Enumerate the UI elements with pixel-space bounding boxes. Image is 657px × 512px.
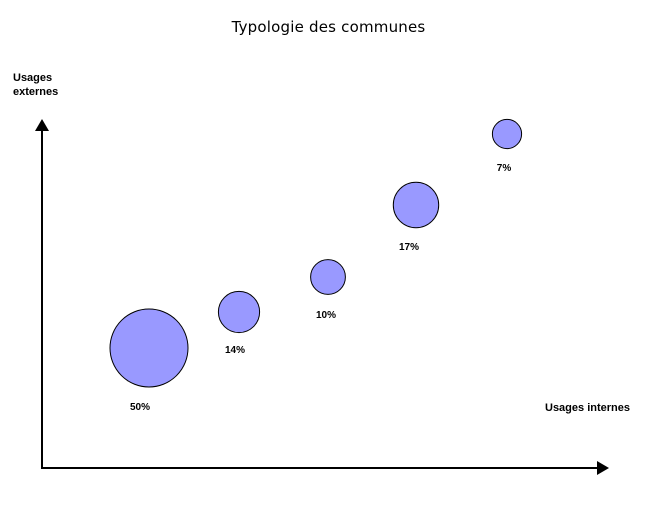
bubble-point: [491, 118, 523, 150]
bubble-data-label: 14%: [225, 345, 245, 356]
chart-title: Typologie des communes: [231, 18, 426, 36]
bubble-data-label: 7%: [497, 163, 512, 174]
axes: [35, 119, 609, 475]
x-axis-arrow-icon: [597, 461, 609, 475]
y-axis-label: Usages externes: [13, 72, 59, 98]
bubble-data-label: 50%: [130, 402, 150, 413]
bubble-series: [109, 118, 523, 388]
bubble-point: [392, 181, 440, 229]
bubble-point: [217, 290, 261, 334]
bubble-data-label: 17%: [399, 242, 419, 253]
bubble-point: [109, 308, 189, 388]
bubble-label-group: 50% 14% 10% 17% 7%: [130, 163, 511, 413]
bubble-point: [310, 259, 346, 295]
bubble-data-label: 10%: [316, 310, 336, 321]
y-axis-arrow-icon: [35, 119, 49, 131]
x-axis-label: Usages internes: [545, 402, 630, 414]
